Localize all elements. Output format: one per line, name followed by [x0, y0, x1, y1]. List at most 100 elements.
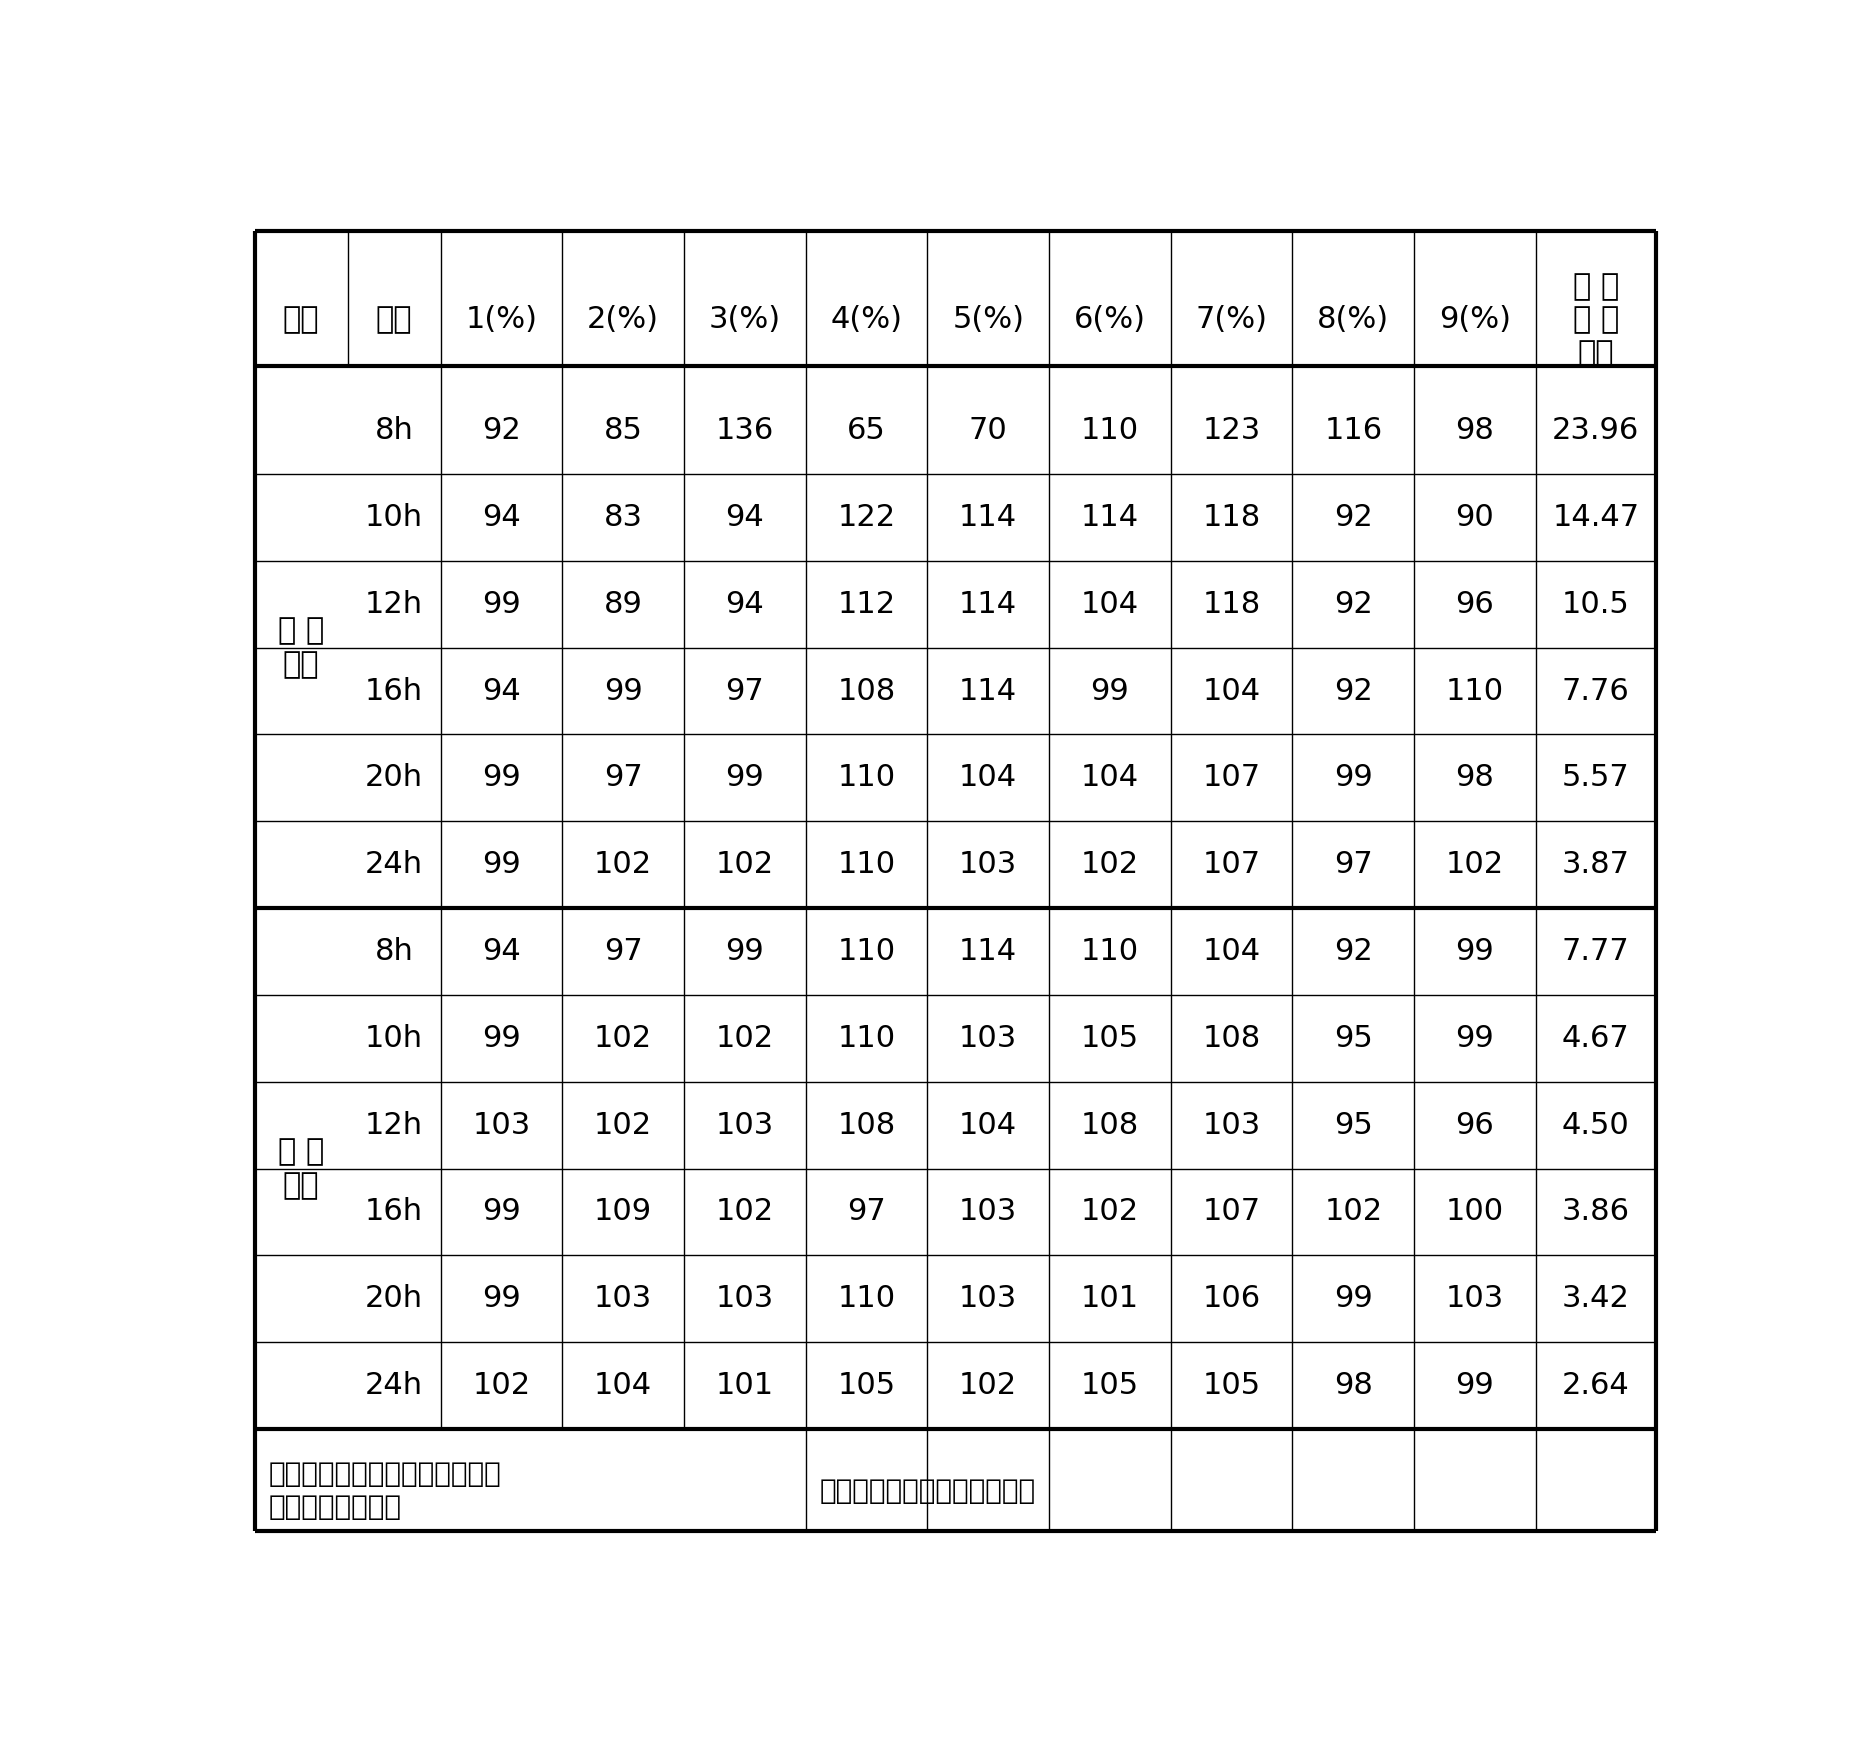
Text: 103: 103	[960, 1024, 1018, 1053]
Text: 相 对
标 准
偏差: 相 对 标 准 偏差	[1573, 272, 1620, 368]
Text: 3(%): 3(%)	[708, 305, 781, 335]
Text: 7.76: 7.76	[1562, 677, 1629, 706]
Text: 24h: 24h	[365, 849, 423, 879]
Text: 102: 102	[716, 1024, 774, 1053]
Text: 106: 106	[1202, 1284, 1260, 1313]
Text: 101: 101	[1081, 1284, 1139, 1313]
Text: 7.77: 7.77	[1562, 937, 1629, 966]
Text: 102: 102	[595, 849, 652, 879]
Text: 99: 99	[483, 589, 520, 619]
Text: 项目: 项目	[283, 305, 319, 335]
Text: 104: 104	[1202, 937, 1260, 966]
Text: 102: 102	[1446, 849, 1504, 879]
Text: 94: 94	[483, 502, 520, 532]
Text: 静置后：溶液澄清，气泡较少: 静置后：溶液澄清，气泡较少	[820, 1477, 1036, 1505]
Text: 109: 109	[595, 1198, 652, 1226]
Text: 110: 110	[837, 937, 895, 966]
Text: 100: 100	[1446, 1198, 1504, 1226]
Text: 搅 拌
溶解: 搅 拌 溶解	[278, 1137, 324, 1200]
Text: 8h: 8h	[375, 417, 414, 445]
Text: 107: 107	[1202, 1198, 1260, 1226]
Text: 103: 103	[716, 1284, 774, 1313]
Text: 94: 94	[483, 937, 520, 966]
Text: 99: 99	[483, 849, 520, 879]
Text: 2.64: 2.64	[1562, 1371, 1629, 1400]
Text: 105: 105	[1081, 1024, 1139, 1053]
Text: 99: 99	[725, 764, 764, 792]
Text: 98: 98	[1456, 764, 1495, 792]
Text: 96: 96	[1456, 589, 1495, 619]
Text: 107: 107	[1202, 849, 1260, 879]
Text: 94: 94	[483, 677, 520, 706]
Text: 95: 95	[1335, 1024, 1372, 1053]
Text: 108: 108	[1202, 1024, 1260, 1053]
Text: 震 荡
溶解: 震 荡 溶解	[278, 616, 324, 678]
Text: 114: 114	[960, 502, 1018, 532]
Text: 102: 102	[1081, 1198, 1139, 1226]
Text: 103: 103	[960, 849, 1018, 879]
Text: 97: 97	[725, 677, 764, 706]
Text: 16h: 16h	[365, 677, 423, 706]
Text: 101: 101	[716, 1371, 774, 1400]
Text: 3.86: 3.86	[1562, 1198, 1629, 1226]
Text: 94: 94	[725, 589, 764, 619]
Text: 92: 92	[1335, 937, 1372, 966]
Text: 99: 99	[483, 1284, 520, 1313]
Text: 110: 110	[1081, 417, 1139, 445]
Text: 118: 118	[1202, 502, 1260, 532]
Text: 108: 108	[837, 1111, 897, 1139]
Text: 94: 94	[725, 502, 764, 532]
Text: 8h: 8h	[375, 937, 414, 966]
Text: 110: 110	[837, 764, 895, 792]
Text: 24h: 24h	[365, 1371, 423, 1400]
Text: 1(%): 1(%)	[466, 305, 537, 335]
Text: 103: 103	[960, 1284, 1018, 1313]
Text: 99: 99	[1456, 1024, 1495, 1053]
Text: 3.87: 3.87	[1562, 849, 1629, 879]
Text: 104: 104	[960, 764, 1018, 792]
Text: 110: 110	[837, 1024, 895, 1053]
Text: 103: 103	[1446, 1284, 1504, 1313]
Text: 102: 102	[595, 1111, 652, 1139]
Text: 5.57: 5.57	[1562, 764, 1629, 792]
Text: 103: 103	[1202, 1111, 1260, 1139]
Text: 108: 108	[837, 677, 897, 706]
Text: 70: 70	[969, 417, 1008, 445]
Text: 样品: 样品	[377, 305, 412, 335]
Text: 2(%): 2(%)	[587, 305, 660, 335]
Text: 4(%): 4(%)	[831, 305, 902, 335]
Text: 10.5: 10.5	[1562, 589, 1629, 619]
Text: 3.42: 3.42	[1562, 1284, 1629, 1313]
Text: 99: 99	[1456, 937, 1495, 966]
Text: 4.67: 4.67	[1562, 1024, 1629, 1053]
Text: 114: 114	[960, 677, 1018, 706]
Text: 112: 112	[837, 589, 895, 619]
Text: 99: 99	[1335, 764, 1372, 792]
Text: 65: 65	[846, 417, 885, 445]
Text: 12h: 12h	[365, 1111, 423, 1139]
Text: 102: 102	[472, 1371, 531, 1400]
Text: 99: 99	[1456, 1371, 1495, 1400]
Text: 92: 92	[1335, 502, 1372, 532]
Text: 14.47: 14.47	[1553, 502, 1640, 532]
Text: 110: 110	[837, 1284, 895, 1313]
Text: 92: 92	[483, 417, 520, 445]
Text: 10h: 10h	[365, 1024, 423, 1053]
Text: 108: 108	[1081, 1111, 1139, 1139]
Text: 7(%): 7(%)	[1195, 305, 1268, 335]
Text: 105: 105	[837, 1371, 895, 1400]
Text: 98: 98	[1456, 417, 1495, 445]
Text: 114: 114	[960, 937, 1018, 966]
Text: 92: 92	[1335, 589, 1372, 619]
Text: 110: 110	[837, 849, 895, 879]
Text: 103: 103	[960, 1198, 1018, 1226]
Text: 99: 99	[483, 1198, 520, 1226]
Text: 16h: 16h	[365, 1198, 423, 1226]
Text: 92: 92	[1335, 677, 1372, 706]
Text: 114: 114	[960, 589, 1018, 619]
Text: 98: 98	[1335, 1371, 1372, 1400]
Text: 89: 89	[604, 589, 643, 619]
Text: 102: 102	[716, 849, 774, 879]
Text: 102: 102	[595, 1024, 652, 1053]
Text: 102: 102	[1323, 1198, 1383, 1226]
